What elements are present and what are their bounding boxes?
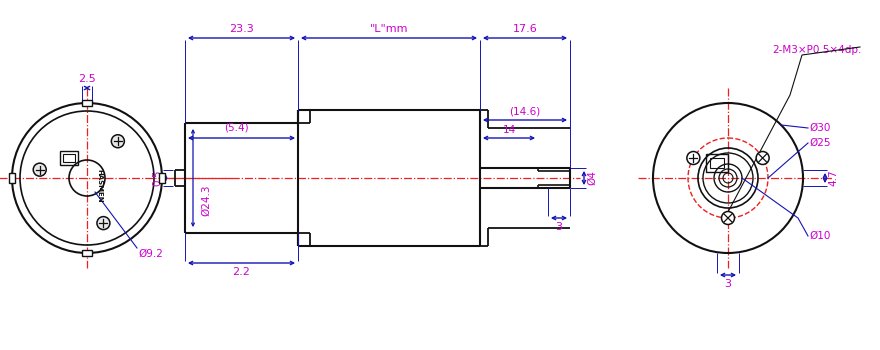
Text: 2-M3×P0.5×4dp.: 2-M3×P0.5×4dp. [773,45,862,55]
Text: Ø4: Ø4 [587,170,597,186]
Text: Ø25: Ø25 [809,138,831,148]
Circle shape [722,211,735,224]
Bar [706,154,728,172]
Text: 2.5: 2.5 [78,74,96,84]
Text: 3: 3 [724,279,731,289]
Bar [82,100,92,106]
Circle shape [687,152,700,164]
Text: 14: 14 [502,125,516,135]
Text: HASMEN: HASMEN [96,169,102,203]
Text: 3: 3 [555,222,562,232]
Text: 23.3: 23.3 [229,24,253,34]
Text: Ø30: Ø30 [809,123,831,133]
Text: 2.2: 2.2 [232,267,251,277]
Circle shape [33,163,47,176]
Circle shape [756,152,769,164]
Text: (5.4): (5.4) [224,123,249,133]
Text: (14.6): (14.6) [510,106,540,116]
Bar [60,151,78,165]
Text: Ø9.2: Ø9.2 [138,249,163,259]
Text: 4.7: 4.7 [828,170,838,186]
Bar [159,173,165,183]
Text: 17.6: 17.6 [513,24,538,34]
Text: Ø10: Ø10 [809,231,831,241]
Text: "L"mm: "L"mm [370,24,408,34]
Circle shape [112,135,124,148]
Bar [710,158,724,168]
Bar [82,250,92,256]
Text: Ø24.3: Ø24.3 [201,184,211,216]
Bar [63,154,75,162]
Circle shape [97,217,110,230]
Text: 0.5: 0.5 [152,170,162,186]
Bar [9,173,15,183]
